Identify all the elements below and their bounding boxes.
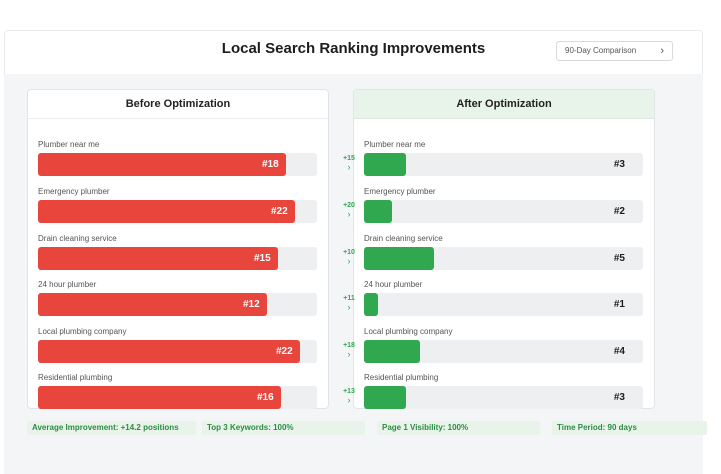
before-keyword-label: Local plumbing company xyxy=(38,327,127,336)
before-keyword-label: Emergency plumber xyxy=(38,187,110,196)
stat-time-period: Time Period: 90 days xyxy=(552,421,707,435)
after-rank-track: #4 xyxy=(364,340,643,363)
before-rank-track: #18 xyxy=(38,153,317,176)
improvement-indicator: +18 › xyxy=(339,341,359,359)
before-rank-track: #16 xyxy=(38,386,317,409)
before-rank-value: #16 xyxy=(257,392,274,403)
before-rank-bar xyxy=(38,153,286,176)
stat-page1-visibility: Page 1 Visibility: 100% xyxy=(377,421,540,435)
after-rank-value: #5 xyxy=(613,253,625,264)
improvement-indicator: +15 › xyxy=(339,154,359,172)
page-title: Local Search Ranking Improvements xyxy=(221,40,486,57)
before-rank-track: #22 xyxy=(38,200,317,223)
improvement-value: +13 xyxy=(343,388,355,395)
before-rank-track: #22 xyxy=(38,340,317,363)
arrow-right-icon: › xyxy=(347,209,351,219)
after-rank-track: #3 xyxy=(364,153,643,176)
before-keyword-label: 24 hour plumber xyxy=(38,280,97,289)
before-keyword-label: Plumber near me xyxy=(38,140,100,149)
arrow-right-icon: › xyxy=(347,349,351,359)
before-rank-bar xyxy=(38,340,300,363)
chevron-right-icon: › xyxy=(660,45,664,57)
after-keyword-label: Drain cleaning service xyxy=(364,234,443,243)
before-rank-value: #12 xyxy=(243,299,260,310)
after-rank-value: #3 xyxy=(613,392,625,403)
comparison-period-button[interactable]: 90-Day Comparison › xyxy=(556,41,673,61)
arrow-right-icon: › xyxy=(347,162,351,172)
after-rank-track: #3 xyxy=(364,386,643,409)
after-keyword-label: Local plumbing company xyxy=(364,327,453,336)
stat-top3-keywords: Top 3 Keywords: 100% xyxy=(202,421,365,435)
improvement-value: +10 xyxy=(343,249,355,256)
after-rank-bar xyxy=(364,293,378,316)
comparison-period-label: 90-Day Comparison xyxy=(565,46,637,55)
after-keyword-label: 24 hour plumber xyxy=(364,280,423,289)
improvement-value: +20 xyxy=(343,202,355,209)
after-rank-track: #5 xyxy=(364,247,643,270)
arrow-right-icon: › xyxy=(347,256,351,266)
after-keyword-label: Plumber near me xyxy=(364,140,426,149)
before-rank-track: #12 xyxy=(38,293,317,316)
before-panel-title: Before Optimization xyxy=(28,90,328,119)
after-keyword-label: Emergency plumber xyxy=(364,187,436,196)
improvement-indicator: +11 › xyxy=(339,294,359,312)
before-keyword-label: Drain cleaning service xyxy=(38,234,117,243)
improvement-indicator: +10 › xyxy=(339,248,359,266)
after-rank-bar xyxy=(364,200,392,223)
after-rank-track: #1 xyxy=(364,293,643,316)
after-rank-bar xyxy=(364,386,406,409)
improvement-indicator: +20 › xyxy=(339,201,359,219)
after-panel-title: After Optimization xyxy=(354,90,654,119)
stat-average-improvement: Average Improvement: +14.2 positions xyxy=(27,421,196,435)
after-rank-bar xyxy=(364,340,420,363)
after-rank-value: #4 xyxy=(613,346,625,357)
before-rank-value: #18 xyxy=(262,159,279,170)
before-rank-value: #22 xyxy=(276,346,293,357)
improvement-value: +15 xyxy=(343,155,355,162)
after-rank-bar xyxy=(364,247,434,270)
after-rank-track: #2 xyxy=(364,200,643,223)
after-rank-value: #1 xyxy=(613,299,625,310)
before-rank-track: #15 xyxy=(38,247,317,270)
arrow-right-icon: › xyxy=(347,302,351,312)
after-rank-bar xyxy=(364,153,406,176)
before-keyword-label: Residential plumbing xyxy=(38,373,113,382)
after-rank-value: #2 xyxy=(613,206,625,217)
before-rank-bar xyxy=(38,200,295,223)
after-rank-value: #3 xyxy=(613,159,625,170)
before-rank-bar xyxy=(38,386,281,409)
before-rank-value: #22 xyxy=(271,206,288,217)
header: Local Search Ranking Improvements 90-Day… xyxy=(4,30,703,74)
after-keyword-label: Residential plumbing xyxy=(364,373,439,382)
improvement-value: +11 xyxy=(343,295,355,302)
arrow-right-icon: › xyxy=(347,395,351,405)
improvement-indicator: +13 › xyxy=(339,387,359,405)
improvement-value: +18 xyxy=(343,342,355,349)
before-rank-value: #15 xyxy=(254,253,271,264)
summary-stats: Average Improvement: +14.2 positions Top… xyxy=(27,421,707,435)
before-rank-bar xyxy=(38,293,267,316)
before-rank-bar xyxy=(38,247,278,270)
